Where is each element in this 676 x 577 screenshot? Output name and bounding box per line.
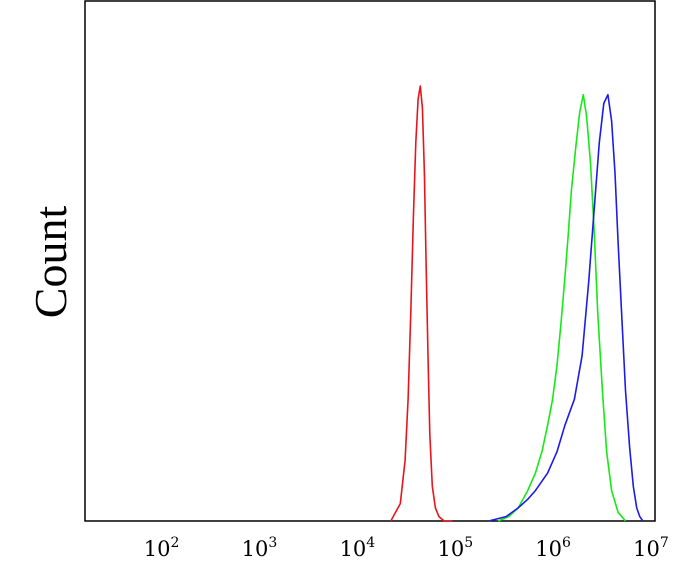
x-tick-label: 105	[437, 535, 473, 561]
histogram-series-1	[390, 85, 453, 522]
x-tick-label: 107	[633, 535, 669, 561]
plot-area	[84, 0, 656, 522]
x-tick-base: 10	[633, 537, 660, 561]
x-tick-exponent: 6	[562, 535, 571, 551]
x-tick-exponent: 3	[268, 535, 277, 551]
histogram-series-2	[497, 93, 627, 522]
x-tick-base: 10	[144, 537, 171, 561]
histogram-series-3	[488, 93, 644, 522]
x-tick-exponent: 2	[171, 535, 180, 551]
x-tick-base: 10	[340, 537, 367, 561]
x-tick-label: 106	[535, 535, 571, 561]
x-tick-exponent: 5	[464, 535, 473, 551]
x-tick-label: 102	[144, 535, 180, 561]
x-tick-base: 10	[242, 537, 269, 561]
y-axis-label: Count	[25, 206, 76, 319]
x-tick-exponent: 4	[366, 535, 375, 551]
x-tick-layer: 102 103 104 105 106 107	[144, 535, 669, 561]
x-tick-label: 104	[340, 535, 376, 561]
x-tick-base: 10	[437, 537, 464, 561]
x-tick-base: 10	[535, 537, 562, 561]
x-tick-label: 103	[242, 535, 278, 561]
series-layer	[390, 85, 644, 522]
x-tick-exponent: 7	[660, 535, 669, 551]
